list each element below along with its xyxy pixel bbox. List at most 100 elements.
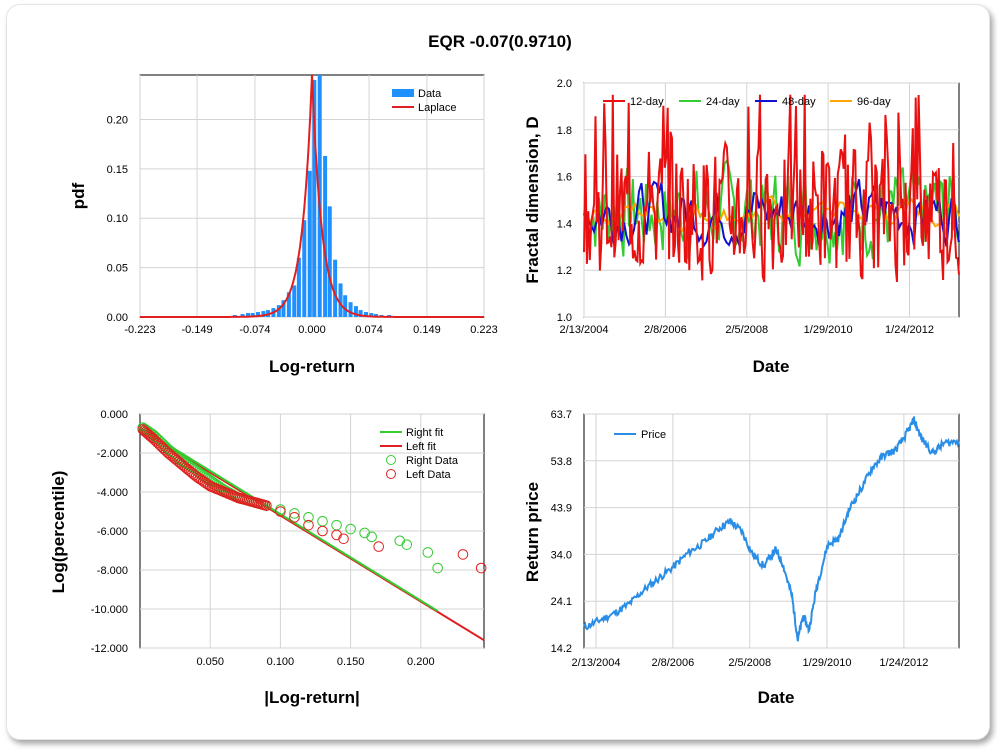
tail-y-tick: -8.000	[97, 565, 128, 577]
legend-24-day-label: 24-day	[706, 96, 740, 108]
price-y-tick: 53.8	[551, 456, 572, 468]
price-y-tick: 14.2	[551, 643, 572, 655]
pdf-bar	[281, 300, 286, 317]
tail-x-tick: 0.050	[196, 656, 224, 668]
fractal-y-tick: 2.0	[557, 78, 572, 90]
tail-legend: Right fit Left fit Right Data Left Data	[380, 427, 459, 481]
price-y-tick: 24.1	[551, 596, 572, 608]
legend-96-day-label: 96-day	[857, 96, 891, 108]
laplace-curve	[140, 74, 484, 318]
right-data-point	[432, 562, 443, 574]
price-plot-area	[583, 413, 960, 649]
fractal-y-tick: 1.8	[557, 125, 572, 137]
tail-x-tick: 0.100	[267, 656, 295, 668]
fractal-x-tick: 2/13/2004	[560, 324, 609, 336]
fractal-x-tick: 1/24/2012	[885, 324, 934, 336]
pdf-bar	[312, 79, 317, 317]
price-line	[583, 416, 960, 642]
tail-data-points	[137, 422, 487, 574]
fractal-x-tick: 2/5/2008	[725, 324, 768, 336]
left-data-point	[190, 471, 202, 482]
pdf-bar	[240, 314, 245, 317]
pdf-bar	[323, 155, 328, 317]
legend-data-swatch	[392, 89, 414, 97]
pdf-bar	[353, 306, 358, 317]
left-data-point	[187, 468, 198, 479]
tail-grid	[140, 413, 484, 649]
tail-y-tick: -4.000	[97, 487, 128, 499]
tail-y-tick: 0.000	[100, 409, 128, 421]
pdf-histogram-panel: -0.223 -0.149 -0.074 0.000 0.074 0.149 0.223 0.…	[69, 74, 498, 376]
legend-right-fit-label: Right fit	[406, 427, 443, 439]
pdf-x-tick: -0.223	[124, 324, 155, 336]
right-data-point	[303, 512, 314, 523]
left-data-point	[303, 519, 314, 531]
fractal-y-tick: 1.4	[557, 218, 572, 230]
tail-y-label: Log(percentile)	[49, 471, 68, 594]
price-x-tick: 2/5/2008	[728, 657, 771, 669]
pdf-bar	[296, 257, 301, 317]
fractal-dimension-panel: 2/13/2004 2/8/2006 2/5/2008 1/29/2010 1/24/2…	[523, 78, 960, 376]
price-x-label: Date	[758, 688, 795, 707]
legend-right-data-swatch	[386, 455, 396, 465]
pdf-bar	[286, 292, 291, 317]
pdf-y-tick: 0.20	[107, 114, 128, 126]
pdf-bar	[292, 285, 297, 317]
legend-data-label: Data	[418, 88, 442, 100]
pdf-x-tick: 0.074	[355, 324, 383, 336]
tail-x-tick: 0.150	[337, 656, 365, 668]
price-panel: 2/13/2004 2/8/2006 2/5/2008 1/29/2010 1/24/2…	[523, 409, 960, 707]
pdf-x-label: Log-return	[269, 357, 355, 376]
pdf-bar	[348, 302, 353, 317]
fractal-y-tick: 1.6	[557, 172, 572, 184]
price-tick-labels: 2/13/2004 2/8/2006 2/5/2008 1/29/2010 1/24/2…	[551, 409, 929, 669]
pdf-bar	[327, 206, 332, 317]
left-data-point	[192, 472, 204, 483]
pdf-bar	[333, 259, 338, 317]
pdf-bar	[374, 314, 379, 317]
pdf-y-label: pdf	[69, 182, 88, 209]
fractal-x-label: Date	[753, 357, 790, 376]
right-data-point	[366, 531, 377, 543]
left-data-point	[475, 562, 487, 574]
pdf-bar	[343, 295, 348, 317]
price-series-line	[583, 416, 960, 642]
pdf-x-tick: 0.149	[413, 324, 441, 336]
pdf-bar	[363, 312, 368, 317]
pdf-bar	[338, 283, 343, 317]
pdf-legend: Data Laplace	[392, 88, 457, 114]
left-data-point	[275, 506, 286, 517]
left-data-point	[194, 473, 205, 485]
pdf-bar	[358, 310, 363, 317]
pdf-bar	[276, 305, 281, 317]
tail-y-tick: -2.000	[97, 448, 128, 460]
legend-48-day-label: 48-day	[782, 96, 816, 108]
pdf-bar	[250, 313, 255, 317]
right-data-point	[345, 523, 356, 535]
pdf-x-tick: 0.000	[298, 324, 326, 336]
pdf-x-tick: -0.074	[239, 324, 270, 336]
legend-price-label: Price	[641, 429, 666, 441]
right-fit-line	[139, 426, 439, 612]
price-x-tick: 1/29/2010	[803, 657, 852, 669]
fractal-x-tick: 1/29/2010	[804, 324, 853, 336]
tail-fit-lines	[139, 426, 485, 642]
legend-left-data-label: Left Data	[406, 469, 452, 481]
pdf-bar	[245, 313, 250, 317]
left-data-point	[197, 475, 209, 487]
left-data-point	[338, 533, 349, 545]
legend-right-data-label: Right Data	[406, 455, 459, 467]
price-y-tick: 43.9	[551, 503, 572, 515]
left-data-point	[196, 474, 207, 486]
price-x-tick: 2/8/2006	[651, 657, 694, 669]
fractal-y-label: Fractal dimension, D	[523, 116, 542, 283]
pdf-tick-labels: -0.223 -0.149 -0.074 0.000 0.074 0.149 0.223 0.…	[107, 114, 498, 336]
right-data-point	[206, 476, 218, 487]
price-y-tick: 63.7	[551, 409, 572, 421]
fractal-legend: 12-day 24-day 48-day 96-day	[603, 96, 891, 108]
figure-title: EQR -0.07(0.9710)	[428, 32, 572, 51]
fractal-y-tick: 1.0	[557, 312, 572, 324]
tail-scatter-panel: 0.050 0.100 0.150 0.200 0.000 -2.000 -4.000 -6.…	[49, 409, 487, 707]
fractal-y-tick: 1.2	[557, 265, 572, 277]
